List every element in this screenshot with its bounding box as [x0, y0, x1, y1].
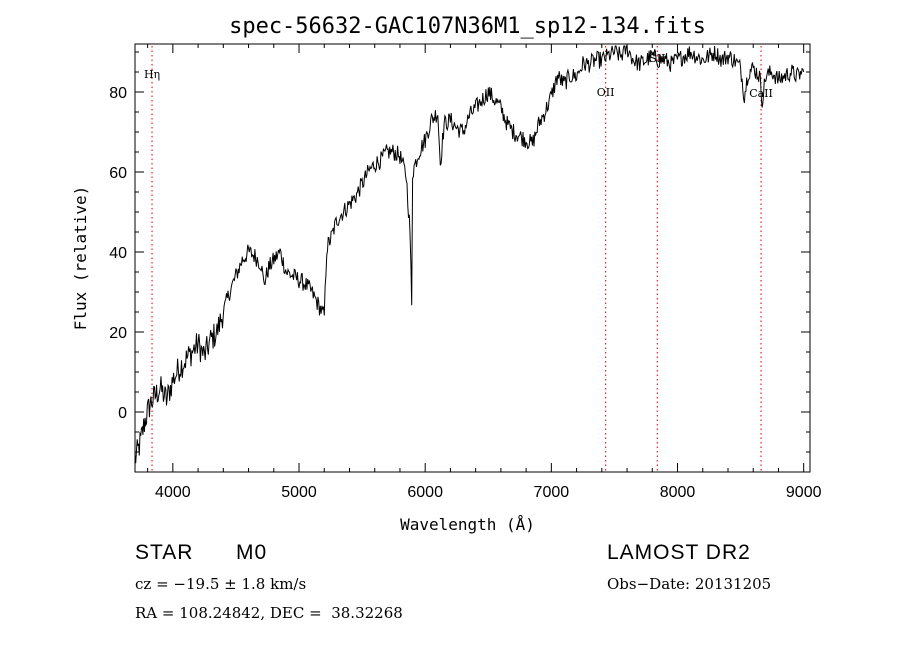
coordinates-label: RA = 108.24842, DEC = 38.32268 — [135, 604, 403, 622]
redshift-label: cz = −19.5 ± 1.8 km/s — [135, 575, 307, 593]
obs-date-label: Obs−Date: 20131205 — [607, 575, 772, 593]
spectrum-line — [134, 45, 805, 464]
spectral-line-label: OII — [597, 86, 615, 99]
y-tick-label: 60 — [109, 165, 127, 182]
subclass-label: M0 — [236, 541, 268, 564]
y-axis-label: Flux (relative) — [71, 186, 90, 331]
x-tick-label: 4000 — [155, 484, 191, 501]
y-tick-label: 20 — [109, 325, 127, 342]
plot-frame — [134, 43, 811, 473]
x-axis-label: Wavelength (Å) — [400, 515, 535, 534]
x-tick-label: 5000 — [281, 484, 317, 501]
object-class-label: STAR — [135, 541, 194, 564]
x-tick-label: 7000 — [534, 484, 570, 501]
x-tick-label: 9000 — [786, 484, 822, 501]
x-tick-label: 6000 — [407, 484, 443, 501]
spectral-line-label: Hη — [144, 68, 160, 81]
survey-label: LAMOST DR2 — [607, 541, 751, 564]
spectrum-plot: spec-56632-GAC107N36M1_sp12-134.fits 4000… — [71, 14, 822, 534]
x-tick-label: 8000 — [660, 484, 696, 501]
chart-title: spec-56632-GAC107N36M1_sp12-134.fits — [229, 14, 706, 39]
y-tick-label: 40 — [109, 245, 127, 262]
y-tick-label: 80 — [109, 85, 127, 102]
y-tick-label: 0 — [118, 405, 127, 422]
